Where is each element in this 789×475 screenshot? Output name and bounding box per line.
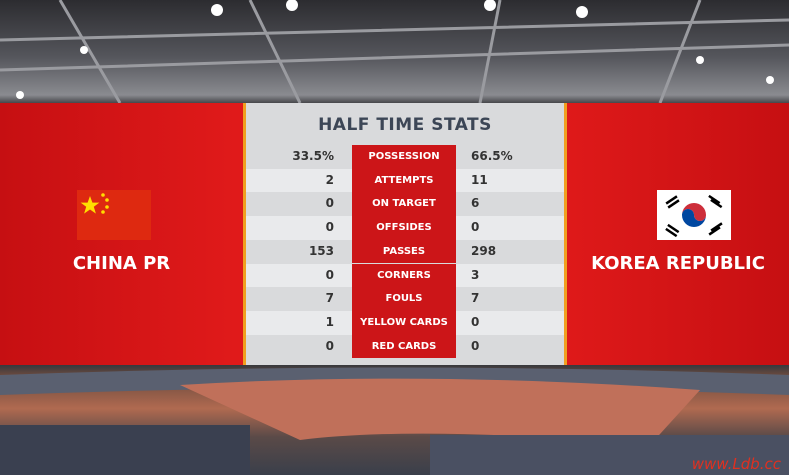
- away-value: 6: [471, 196, 480, 211]
- stat-label: PASSES: [352, 239, 456, 264]
- stats-panel: HALF TIME STATS 33.5% POSSESSION 66.5% 2 ATT…: [243, 103, 567, 365]
- stat-label: CORNERS: [352, 263, 456, 288]
- stat-label: OFFSIDES: [352, 216, 456, 240]
- stat-label: RED CARDS: [352, 334, 456, 359]
- home-value: 1: [325, 314, 334, 329]
- panel-title: HALF TIME STATS: [318, 115, 492, 135]
- stat-row: 33.5% POSSESSION 66.5%: [246, 145, 564, 169]
- away-value: 0: [471, 338, 480, 353]
- away-value: 11: [471, 172, 488, 187]
- away-value: 0: [471, 220, 480, 235]
- stat-row: 2 ATTEMPTS 11: [246, 168, 564, 193]
- stat-label: ON TARGET: [352, 192, 456, 217]
- stat-row: 0 CORNERS 3: [246, 263, 564, 288]
- stadium-roof: [0, 0, 789, 103]
- stat-row: 0 RED CARDS 0: [246, 334, 564, 359]
- away-team: KOREA REPUBLIC: [591, 253, 765, 274]
- home-value: 7: [325, 291, 334, 306]
- home-value: 0: [325, 338, 334, 353]
- home-value: 0: [325, 267, 334, 282]
- home-value: 0: [325, 196, 334, 211]
- away-value: 3: [471, 267, 480, 282]
- stat-label: FOULS: [352, 287, 456, 311]
- stat-label: POSSESSION: [352, 145, 456, 169]
- stat-row: 7 FOULS 7: [246, 287, 564, 311]
- away-value: 0: [471, 314, 480, 329]
- stat-row: 153 PASSES 298: [246, 239, 564, 264]
- china-flag: [77, 190, 151, 240]
- away-value: 298: [471, 243, 497, 258]
- away-value: 66.5%: [471, 149, 513, 163]
- korea-flag: [657, 190, 731, 240]
- stat-row: 1 YELLOW CARDS 0: [246, 310, 564, 335]
- stat-row: 0 ON TARGET 6: [246, 192, 564, 217]
- stadium-stands: [0, 367, 789, 475]
- stat-row: 0 OFFSIDES 0: [246, 216, 564, 240]
- home-value: 2: [325, 172, 334, 187]
- home-value: 153: [308, 243, 334, 258]
- away-value: 7: [471, 291, 480, 306]
- home-value: 0: [325, 220, 334, 235]
- stat-label: ATTEMPTS: [352, 168, 456, 193]
- watermark: www.Ldb.cc: [691, 455, 781, 473]
- stat-label: YELLOW CARDS: [352, 310, 456, 335]
- home-value: 33.5%: [292, 149, 334, 163]
- home-team: CHINA PR: [72, 253, 171, 274]
